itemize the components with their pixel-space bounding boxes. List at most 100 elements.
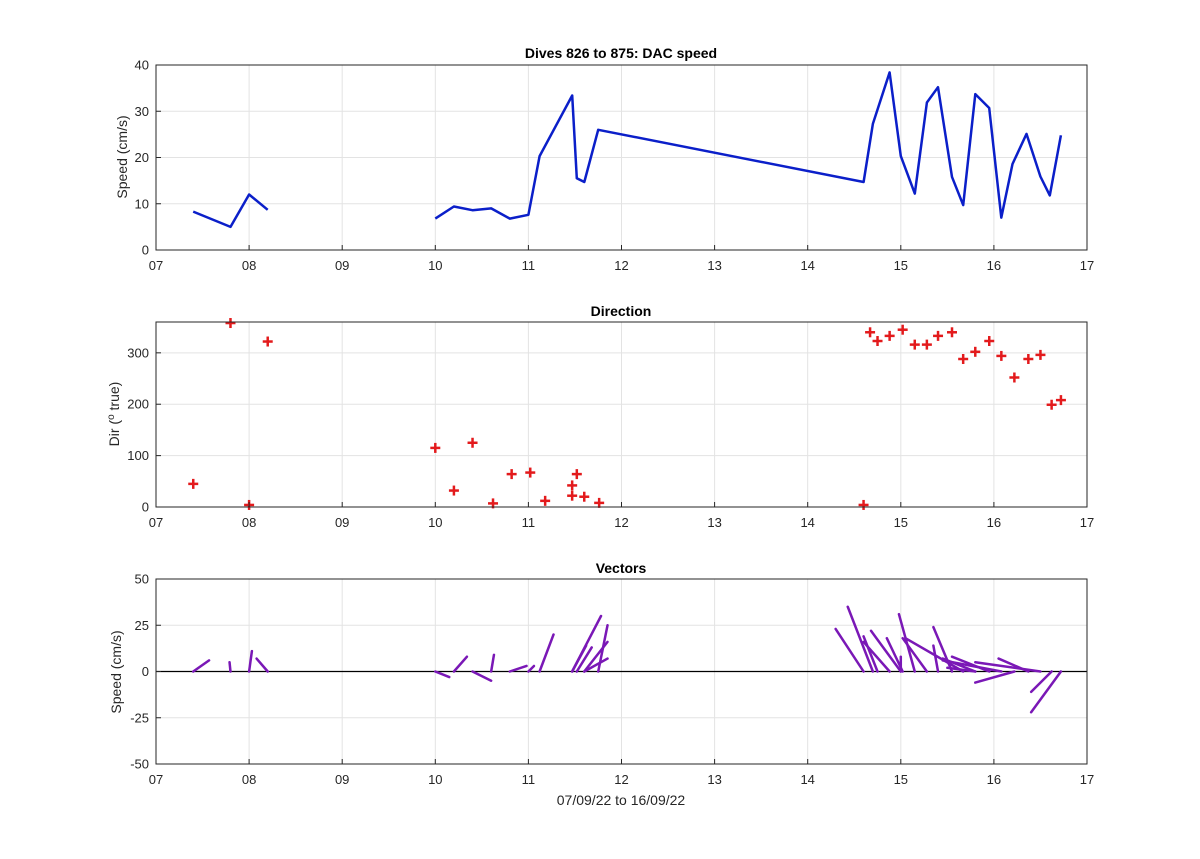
vectors-y-tick-label: 25 bbox=[135, 618, 149, 633]
direction-ylabel-sup: o bbox=[106, 414, 117, 420]
vector-stick bbox=[452, 655, 469, 673]
vectors-y-tick-label: -25 bbox=[130, 710, 149, 725]
speed-x-tick-label: 17 bbox=[1080, 258, 1094, 273]
vector-stick bbox=[834, 627, 865, 673]
vectors-x-tick-label: 09 bbox=[335, 772, 349, 787]
direction-point bbox=[1055, 395, 1066, 406]
direction-point bbox=[947, 327, 958, 338]
vector-stick bbox=[228, 661, 232, 673]
vector-stick bbox=[255, 657, 269, 673]
direction-point bbox=[984, 336, 995, 347]
direction-point bbox=[225, 318, 236, 329]
speed-series-line bbox=[434, 71, 1063, 220]
direction-point bbox=[430, 442, 441, 453]
direction-ylabel-after: true) bbox=[106, 382, 122, 415]
speed-y-tick-label: 20 bbox=[135, 150, 149, 165]
speed-x-tick-label: 10 bbox=[428, 258, 442, 273]
speed-panel: Dives 826 to 875: DAC speed Speed (cm/s)… bbox=[114, 45, 1094, 273]
vectors-y-tick-label: 0 bbox=[142, 664, 149, 679]
vectors-x-ticks: 07 08 09 10 11 12 13 14 15 16 17 bbox=[149, 759, 1094, 787]
speed-x-tick-label: 08 bbox=[242, 258, 256, 273]
direction-point bbox=[1023, 354, 1034, 364]
direction-point bbox=[506, 469, 517, 480]
direction-grid bbox=[156, 322, 1087, 507]
speed-y-ticks: 0 10 20 30 40 bbox=[135, 58, 161, 258]
vector-stick bbox=[489, 653, 496, 673]
vectors-x-tick-label: 08 bbox=[242, 772, 256, 787]
direction-x-tick-label: 12 bbox=[614, 515, 628, 530]
direction-point bbox=[858, 499, 869, 510]
vector-stick bbox=[885, 636, 904, 673]
direction-x-tick-label: 09 bbox=[335, 515, 349, 530]
direction-x-ticks: 07 08 09 10 11 12 13 14 15 16 17 bbox=[149, 502, 1094, 530]
speed-x-tick-label: 13 bbox=[707, 258, 721, 273]
speed-y-tick-label: 10 bbox=[135, 196, 149, 211]
direction-x-tick-label: 08 bbox=[242, 515, 256, 530]
direction-y-tick-label: 300 bbox=[127, 345, 149, 360]
vector-stick bbox=[901, 636, 929, 673]
direction-point bbox=[996, 350, 1007, 361]
vectors-x-tick-label: 13 bbox=[707, 772, 721, 787]
direction-x-tick-label: 13 bbox=[707, 515, 721, 530]
speed-x-tick-label: 07 bbox=[149, 258, 163, 273]
direction-y-tick-label: 0 bbox=[142, 500, 149, 515]
direction-point bbox=[970, 346, 981, 357]
vectors-x-tick-label: 11 bbox=[522, 772, 536, 787]
direction-ylabel: Dir (o true) bbox=[106, 382, 122, 447]
direction-point bbox=[865, 327, 876, 338]
direction-point bbox=[571, 469, 582, 480]
vectors-title: Vectors bbox=[596, 560, 647, 576]
vector-stick bbox=[932, 644, 940, 673]
vector-stick bbox=[846, 605, 875, 673]
direction-point bbox=[579, 491, 590, 502]
direction-point bbox=[1009, 372, 1020, 383]
speed-y-tick-label: 30 bbox=[135, 104, 149, 119]
direction-point bbox=[448, 485, 459, 496]
vector-stick bbox=[869, 629, 903, 673]
vector-stick bbox=[1029, 670, 1053, 694]
direction-point bbox=[1046, 399, 1057, 410]
vector-stick bbox=[974, 670, 1016, 684]
speed-series-line bbox=[192, 193, 269, 229]
vector-stick bbox=[583, 657, 609, 673]
vector-stick bbox=[508, 664, 528, 673]
vector-stick bbox=[247, 649, 254, 673]
vector-stick bbox=[904, 636, 965, 673]
vectors-y-tick-label: 50 bbox=[135, 572, 149, 587]
vectors-x-tick-label: 15 bbox=[894, 772, 908, 787]
speed-ylabel: Speed (cm/s) bbox=[114, 115, 130, 198]
vector-stick bbox=[434, 670, 451, 679]
direction-point bbox=[467, 437, 478, 448]
direction-x-tick-label: 15 bbox=[894, 515, 908, 530]
direction-y-ticks: 0 100 200 300 bbox=[127, 345, 161, 515]
vectors-y-ticks: -50 -25 0 25 50 bbox=[130, 572, 161, 772]
speed-grid bbox=[156, 65, 1087, 250]
vector-stick bbox=[974, 661, 1042, 673]
speed-y-tick-label: 0 bbox=[142, 243, 149, 258]
direction-point bbox=[188, 478, 199, 489]
direction-x-tick-label: 14 bbox=[800, 515, 814, 530]
direction-point bbox=[921, 339, 932, 350]
vectors-x-tick-label: 14 bbox=[800, 772, 814, 787]
direction-data bbox=[188, 318, 1066, 510]
vectors-panel: Vectors Speed (cm/s) 07 08 09 10 11 12 13 14 15 1… bbox=[108, 560, 1094, 808]
speed-x-ticks: 07 08 09 10 11 12 13 14 15 16 17 bbox=[149, 245, 1094, 273]
speed-title: Dives 826 to 875: DAC speed bbox=[525, 45, 717, 61]
direction-y-tick-label: 200 bbox=[127, 397, 149, 412]
vectors-ylabel: Speed (cm/s) bbox=[108, 630, 124, 713]
direction-point bbox=[909, 339, 920, 350]
vectors-x-tick-label: 16 bbox=[987, 772, 1001, 787]
vector-stick bbox=[946, 666, 977, 673]
direction-x-tick-label: 17 bbox=[1080, 515, 1094, 530]
vector-stick bbox=[862, 635, 879, 673]
speed-data bbox=[192, 71, 1063, 229]
vector-stick bbox=[471, 670, 493, 682]
vectors-x-tick-label: 07 bbox=[149, 772, 163, 787]
speed-x-tick-label: 14 bbox=[800, 258, 814, 273]
direction-point bbox=[897, 324, 908, 335]
direction-point bbox=[958, 354, 969, 364]
vector-stick bbox=[191, 659, 211, 673]
direction-x-tick-label: 11 bbox=[522, 515, 536, 530]
